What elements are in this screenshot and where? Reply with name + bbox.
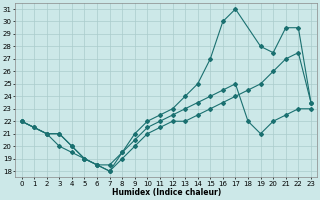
- X-axis label: Humidex (Indice chaleur): Humidex (Indice chaleur): [112, 188, 221, 197]
